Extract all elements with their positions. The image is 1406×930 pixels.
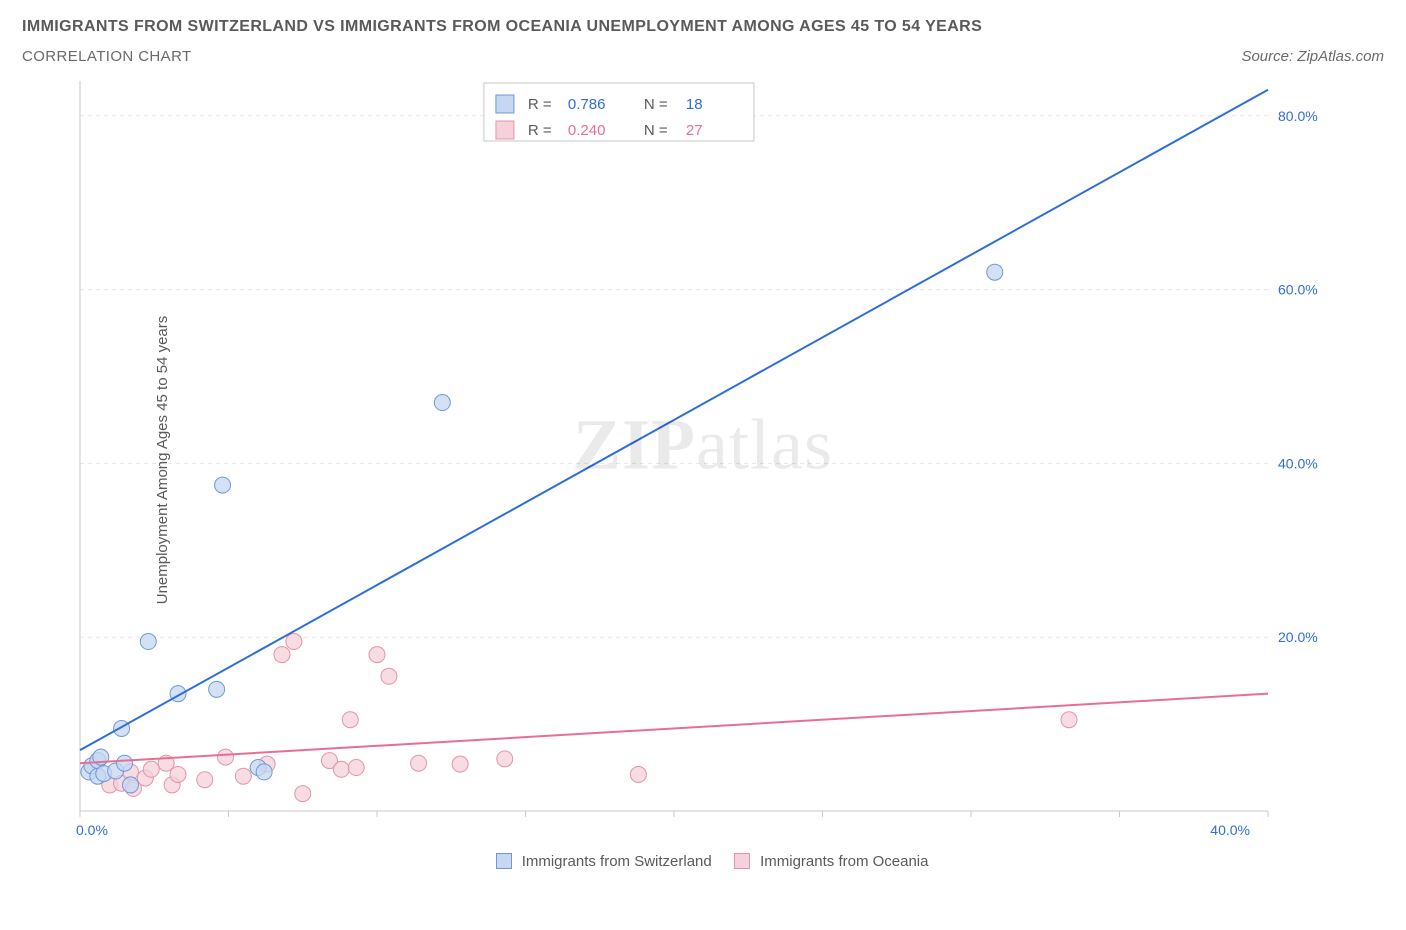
svg-text:40.0%: 40.0% [1210, 822, 1250, 838]
bottom-legend: Immigrants from Switzerland Immigrants f… [22, 845, 1384, 870]
svg-text:20.0%: 20.0% [1278, 629, 1318, 645]
legend-swatch-switzerland [496, 853, 512, 869]
legend-label-oceania: Immigrants from Oceania [760, 853, 928, 870]
legend-label-switzerland: Immigrants from Switzerland [522, 853, 712, 870]
y-axis-label: Unemployment Among Ages 45 to 54 years [154, 316, 171, 605]
svg-text:R =: R = [528, 96, 552, 113]
svg-text:40.0%: 40.0% [1278, 455, 1318, 471]
svg-text:27: 27 [686, 122, 703, 139]
svg-text:0.786: 0.786 [568, 96, 606, 113]
scatter-chart-svg: 20.0% 40.0% 60.0% 80.0% 0.0% 40.0% R = 0.786 N =… [22, 75, 1328, 845]
chart-area: Unemployment Among Ages 45 to 54 years 2… [22, 75, 1384, 845]
legend-swatch-oceania [734, 853, 750, 869]
svg-text:18: 18 [686, 96, 703, 113]
chart-title: IMMIGRANTS FROM SWITZERLAND VS IMMIGRANT… [22, 18, 1384, 36]
svg-text:N =: N = [644, 122, 668, 139]
chart-subtitle: CORRELATION CHART [22, 48, 192, 65]
svg-text:80.0%: 80.0% [1278, 108, 1318, 124]
svg-text:R =: R = [528, 122, 552, 139]
source-label: Source: ZipAtlas.com [1241, 48, 1384, 65]
svg-text:60.0%: 60.0% [1278, 282, 1318, 298]
svg-text:N =: N = [644, 96, 668, 113]
svg-text:0.0%: 0.0% [76, 822, 108, 838]
svg-text:0.240: 0.240 [568, 122, 606, 139]
